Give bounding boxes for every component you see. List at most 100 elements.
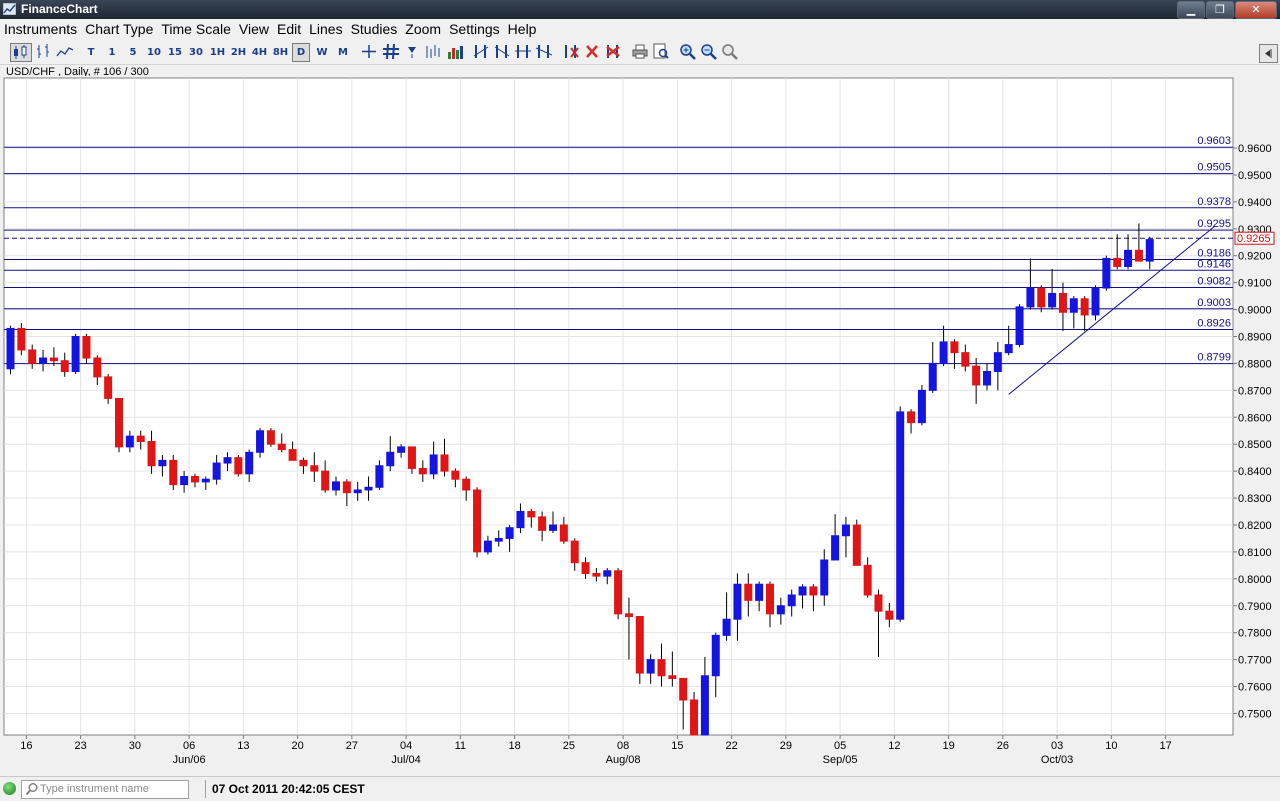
candle-up[interactable] <box>256 430 265 453</box>
plot-area[interactable] <box>3 77 1234 736</box>
candle-down[interactable] <box>527 511 536 518</box>
candle-up[interactable] <box>516 511 525 529</box>
candle-down[interactable] <box>277 443 286 451</box>
candle-up[interactable] <box>223 457 232 464</box>
candle-down[interactable] <box>690 699 699 736</box>
candle-up[interactable] <box>820 559 829 596</box>
candle-up[interactable] <box>1102 257 1111 289</box>
candle-down[interactable] <box>885 610 894 620</box>
candle-up[interactable] <box>939 341 948 364</box>
candle-up[interactable] <box>1124 249 1133 267</box>
candle-up[interactable] <box>549 524 557 531</box>
candle-down[interactable] <box>907 411 916 424</box>
candle-down[interactable] <box>592 572 601 577</box>
candle-up[interactable] <box>841 524 850 537</box>
candle-up[interactable] <box>1048 292 1057 308</box>
candle-down[interactable] <box>234 457 243 475</box>
candle-down[interactable] <box>115 397 123 448</box>
candle-down[interactable] <box>863 564 872 596</box>
candle-up[interactable] <box>505 527 514 539</box>
candle-up[interactable] <box>1026 287 1035 308</box>
candle-down[interactable] <box>852 524 861 566</box>
cursor-info-icon[interactable] <box>404 43 420 60</box>
candle-up[interactable] <box>983 370 991 386</box>
fibonacci-icon[interactable] <box>535 43 553 60</box>
candlestick-icon[interactable] <box>10 43 32 62</box>
candle-down[interactable] <box>766 583 774 615</box>
candle-down[interactable] <box>1037 287 1046 308</box>
candle-up[interactable] <box>928 362 937 391</box>
restore-button[interactable]: ❐ <box>1206 1 1234 19</box>
candle-up[interactable] <box>1004 344 1013 354</box>
menu-help[interactable]: Help <box>507 21 537 37</box>
candle-up[interactable] <box>483 540 492 553</box>
candle-down[interactable] <box>950 341 959 354</box>
candle-down[interactable] <box>614 570 623 615</box>
close-button[interactable]: ✕ <box>1235 1 1277 19</box>
candle-up[interactable] <box>776 605 785 615</box>
candle-down[interactable] <box>28 349 37 364</box>
candle-down[interactable] <box>581 562 590 574</box>
print-preview-icon[interactable] <box>652 43 670 60</box>
candle-down[interactable] <box>1080 298 1089 316</box>
delete-icon[interactable] <box>584 43 600 60</box>
candle-up[interactable] <box>733 583 742 620</box>
candle-up[interactable] <box>71 335 80 372</box>
menu-settings[interactable]: Settings <box>449 21 500 37</box>
candle-down[interactable] <box>82 335 91 359</box>
candle-up[interactable] <box>1145 239 1154 262</box>
candle-down[interactable] <box>668 675 677 679</box>
candle-up[interactable] <box>755 583 764 601</box>
candle-up[interactable] <box>798 586 807 596</box>
candle-down[interactable] <box>60 360 69 372</box>
candle-up[interactable] <box>364 486 373 491</box>
candle-up[interactable] <box>429 454 438 475</box>
candle-down[interactable] <box>1058 292 1067 313</box>
candle-up[interactable] <box>375 465 384 488</box>
candle-down[interactable] <box>17 327 26 351</box>
bar-chart-icon[interactable] <box>34 43 54 60</box>
candle-down[interactable] <box>169 459 178 486</box>
candle-up[interactable] <box>397 446 406 453</box>
timeframe-30[interactable]: 30 <box>189 47 203 58</box>
candle-up[interactable] <box>201 478 210 483</box>
candle-up[interactable] <box>332 481 340 491</box>
line-chart-icon[interactable] <box>56 43 74 60</box>
candle-down[interactable] <box>570 540 579 564</box>
menu-instruments[interactable]: Instruments <box>4 21 78 37</box>
candle-down[interactable] <box>310 465 319 472</box>
print-icon[interactable] <box>631 43 649 60</box>
candle-up[interactable] <box>245 451 254 475</box>
grid-icon[interactable] <box>382 43 400 60</box>
candlestick-chart[interactable]: 0.7500 0.7600 0.7700 0.7800 0.7900 0.8000 0.81… <box>0 76 1280 768</box>
candle-up[interactable] <box>353 489 362 494</box>
timeframe-2h[interactable]: 2H <box>230 47 247 58</box>
candle-down[interactable] <box>809 586 818 596</box>
timeframe-m[interactable]: M <box>338 47 348 58</box>
menu-view[interactable]: View <box>238 21 269 37</box>
candle-down[interactable] <box>440 454 449 472</box>
candle-up[interactable] <box>917 389 926 424</box>
candle-down[interactable] <box>418 467 427 475</box>
candle-down[interactable] <box>972 365 981 386</box>
candle-down[interactable] <box>1134 249 1143 262</box>
candle-down[interactable] <box>104 376 113 399</box>
candle-down[interactable] <box>147 441 156 467</box>
candle-up[interactable] <box>831 535 840 561</box>
draw-lines-icon[interactable] <box>472 43 490 60</box>
menu-zoom[interactable]: Zoom <box>405 21 442 37</box>
candle-down[interactable] <box>744 583 753 601</box>
menu-lines[interactable]: Lines <box>309 21 343 37</box>
remove-line-icon[interactable] <box>562 43 580 60</box>
timeframe-15[interactable]: 15 <box>168 47 182 58</box>
candle-up[interactable] <box>993 352 1002 372</box>
zoom-in-icon[interactable] <box>679 43 697 60</box>
candle-down[interactable] <box>299 459 308 467</box>
candle-down[interactable] <box>874 594 883 612</box>
zoom-reset-icon[interactable] <box>721 43 739 60</box>
candle-down[interactable] <box>407 446 416 469</box>
candle-down[interactable] <box>136 435 145 443</box>
candle-up[interactable] <box>1091 287 1100 316</box>
candle-down[interactable] <box>93 357 102 378</box>
candle-up[interactable] <box>125 435 134 448</box>
